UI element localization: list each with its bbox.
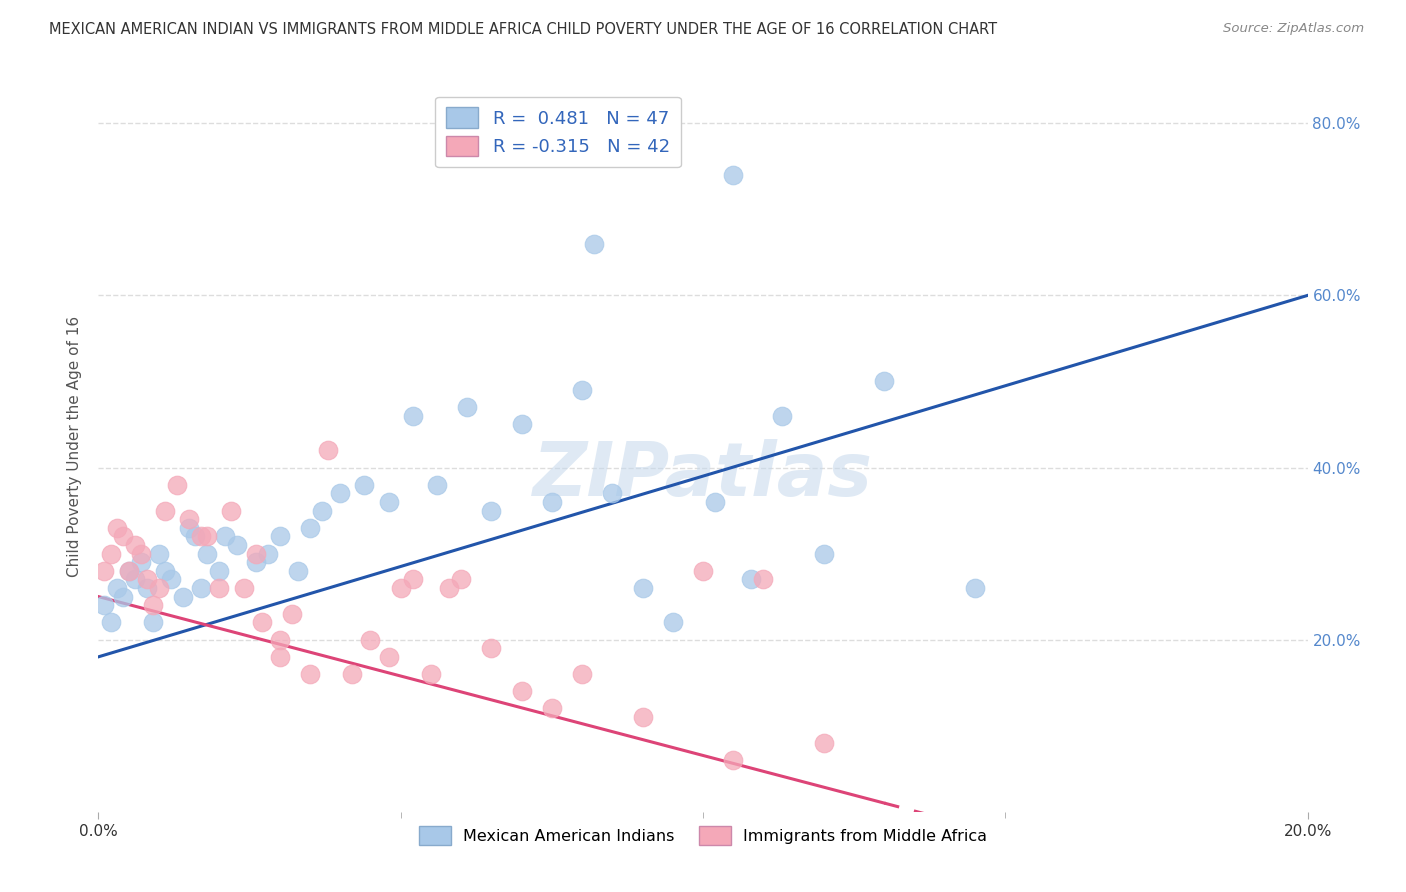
Point xyxy=(360,632,382,647)
Point xyxy=(190,581,212,595)
Point xyxy=(179,521,201,535)
Point xyxy=(704,495,727,509)
Point xyxy=(105,581,128,595)
Point xyxy=(208,581,231,595)
Point xyxy=(583,236,606,251)
Point xyxy=(631,581,654,595)
Point xyxy=(723,753,745,767)
Legend: Mexican American Indians, Immigrants from Middle Africa: Mexican American Indians, Immigrants fro… xyxy=(412,820,994,851)
Point xyxy=(135,581,157,595)
Point xyxy=(377,649,399,664)
Point xyxy=(456,401,478,415)
Point xyxy=(148,581,170,595)
Point xyxy=(540,495,562,509)
Point xyxy=(129,555,152,569)
Point xyxy=(481,641,503,656)
Point xyxy=(100,547,122,561)
Point xyxy=(723,168,745,182)
Point xyxy=(153,503,176,517)
Point xyxy=(195,529,218,543)
Point xyxy=(100,615,122,630)
Point xyxy=(602,486,624,500)
Point xyxy=(316,443,339,458)
Point xyxy=(195,547,218,561)
Point xyxy=(311,503,333,517)
Point xyxy=(389,581,412,595)
Point xyxy=(450,573,472,587)
Point xyxy=(208,564,231,578)
Point xyxy=(402,573,425,587)
Point xyxy=(118,564,141,578)
Point xyxy=(245,547,267,561)
Point xyxy=(510,684,533,698)
Point xyxy=(256,547,278,561)
Point xyxy=(269,529,291,543)
Point xyxy=(353,477,375,491)
Point xyxy=(153,564,176,578)
Point xyxy=(190,529,212,543)
Point xyxy=(426,477,449,491)
Point xyxy=(540,701,562,715)
Point xyxy=(813,736,835,750)
Point xyxy=(105,521,128,535)
Point xyxy=(661,615,683,630)
Point xyxy=(481,503,503,517)
Point xyxy=(166,477,188,491)
Point xyxy=(269,649,291,664)
Point xyxy=(250,615,273,630)
Point xyxy=(329,486,352,500)
Point xyxy=(752,573,775,587)
Text: MEXICAN AMERICAN INDIAN VS IMMIGRANTS FROM MIDDLE AFRICA CHILD POVERTY UNDER THE: MEXICAN AMERICAN INDIAN VS IMMIGRANTS FR… xyxy=(49,22,997,37)
Point xyxy=(93,598,115,612)
Point xyxy=(377,495,399,509)
Point xyxy=(93,564,115,578)
Point xyxy=(420,667,443,681)
Point xyxy=(135,573,157,587)
Point xyxy=(813,547,835,561)
Point xyxy=(142,615,165,630)
Point xyxy=(124,538,146,552)
Point xyxy=(111,590,134,604)
Point xyxy=(179,512,201,526)
Point xyxy=(269,632,291,647)
Point xyxy=(160,573,183,587)
Point xyxy=(770,409,793,423)
Point xyxy=(402,409,425,423)
Point xyxy=(571,383,593,397)
Point xyxy=(342,667,364,681)
Point xyxy=(142,598,165,612)
Text: Source: ZipAtlas.com: Source: ZipAtlas.com xyxy=(1223,22,1364,36)
Point xyxy=(299,521,322,535)
Point xyxy=(232,581,254,595)
Point xyxy=(873,375,896,389)
Y-axis label: Child Poverty Under the Age of 16: Child Poverty Under the Age of 16 xyxy=(67,316,83,576)
Text: ZIPatlas: ZIPatlas xyxy=(533,439,873,512)
Point xyxy=(148,547,170,561)
Point xyxy=(740,573,762,587)
Point xyxy=(129,547,152,561)
Point xyxy=(221,503,243,517)
Point xyxy=(437,581,460,595)
Point xyxy=(571,667,593,681)
Point xyxy=(245,555,267,569)
Point xyxy=(184,529,207,543)
Point xyxy=(172,590,194,604)
Point xyxy=(226,538,249,552)
Point xyxy=(631,710,654,724)
Point xyxy=(214,529,236,543)
Point xyxy=(111,529,134,543)
Point xyxy=(692,564,714,578)
Point xyxy=(299,667,322,681)
Point xyxy=(124,573,146,587)
Point xyxy=(965,581,987,595)
Point xyxy=(510,417,533,432)
Point xyxy=(281,607,304,621)
Point xyxy=(287,564,309,578)
Point xyxy=(118,564,141,578)
